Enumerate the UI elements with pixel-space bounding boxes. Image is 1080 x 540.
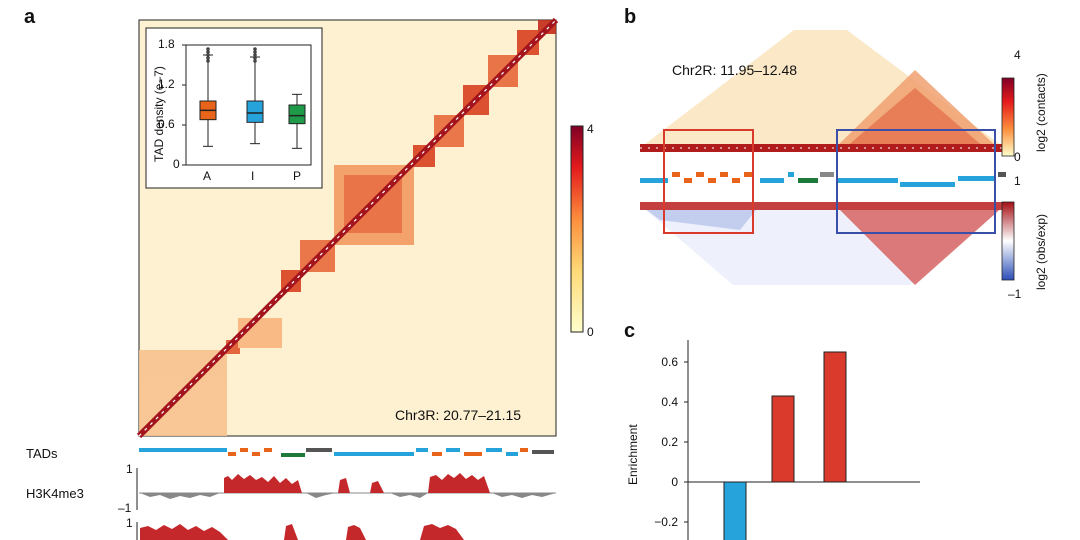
colorbar-a	[570, 125, 584, 333]
c-ytick-label: 0	[671, 475, 678, 489]
panel-a-figure	[136, 17, 584, 540]
colorbar-b-top-min: 0	[1014, 150, 1021, 164]
colorbar-b-contacts	[1001, 77, 1015, 157]
h3k4me3-tick-bottom: –1	[118, 501, 132, 515]
outlier-point	[253, 53, 257, 57]
outlier-point	[206, 47, 210, 51]
colorbar-b-bottom-label: log2 (obs/exp)	[1034, 213, 1048, 290]
panel-a-letter: a	[24, 6, 36, 28]
inset-ytick-3: 0.6	[158, 117, 175, 131]
colorbar-b-top-label: log2 (contacts)	[1034, 73, 1048, 152]
h3k4me3-negative	[140, 493, 556, 499]
h3k4me3-track-label: H3K4me3	[26, 486, 84, 501]
c-bar-3	[823, 351, 847, 483]
c-ytick-label: −0.2	[654, 515, 678, 529]
c-bar-2	[771, 395, 795, 483]
outlier-point	[253, 56, 257, 60]
track2-tick-top: 1	[126, 516, 133, 530]
outlier-point	[206, 59, 210, 63]
panel-c-ylabel: Enrichment	[626, 424, 640, 485]
inset-ytick-2: 1.2	[158, 77, 175, 91]
outlier-point	[206, 53, 210, 57]
highlight-box-red	[663, 129, 754, 234]
box-I	[246, 100, 264, 123]
colorbar-a-min: 0	[587, 325, 594, 339]
colorbar-b-bottom-min: –1	[1008, 287, 1022, 301]
box-P	[288, 104, 306, 125]
inset-xtick-I: I	[251, 169, 255, 183]
c-ytick-label: 0.4	[661, 395, 678, 409]
highlight-box-blue	[836, 129, 996, 234]
c-bar-1	[723, 481, 747, 540]
inset-xtick-P: P	[293, 169, 302, 183]
outlier-point	[206, 50, 210, 54]
outlier-point	[253, 50, 257, 54]
tads-track-a	[139, 448, 554, 457]
region-label-b: Chr2R: 11.95–12.48	[672, 62, 798, 78]
c-ytick-label: 0.2	[661, 435, 678, 449]
outlier-point	[206, 56, 210, 60]
region-label-a: Chr3R: 20.77–21.15	[395, 407, 522, 423]
h3k4me3-signal	[224, 473, 490, 493]
panel-b-figure	[640, 30, 1015, 285]
inset-ytick-4: 0	[173, 157, 180, 171]
h3k4me3-tick-top: 1	[126, 462, 133, 476]
inset-xtick-A: A	[203, 169, 212, 183]
tads-track-b	[640, 172, 1006, 187]
track2-signal	[140, 524, 464, 540]
tads-track-label: TADs	[26, 446, 58, 461]
outlier-point	[253, 59, 257, 63]
colorbar-b-obsexp	[1001, 201, 1015, 281]
inset-ytick-1: 1.8	[158, 37, 175, 51]
panel-b-letter: b	[624, 6, 637, 28]
colorbar-a-max: 4	[587, 122, 594, 136]
colorbar-b-top-max: 4	[1014, 48, 1021, 62]
c-ytick-label: 0.6	[661, 355, 678, 369]
panel-c-letter: c	[624, 320, 636, 342]
outlier-point	[253, 47, 257, 51]
colorbar-b-bottom-max: 1	[1014, 174, 1021, 188]
panel-c-chart: −0.2 0 0.2 0.4 0.6	[654, 340, 920, 540]
